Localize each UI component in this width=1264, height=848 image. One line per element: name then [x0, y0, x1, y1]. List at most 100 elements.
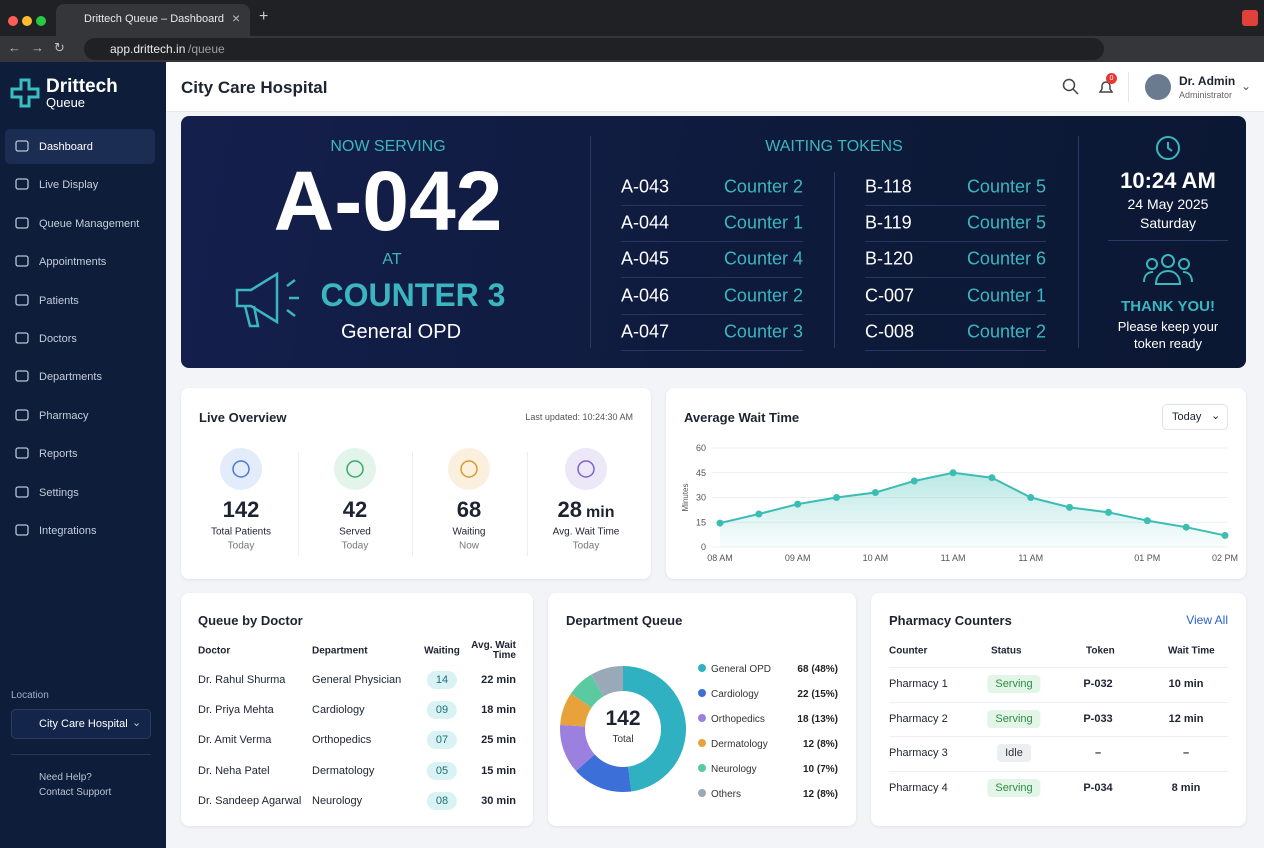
help-sub[interactable]: Contact Support: [39, 787, 112, 798]
waiting-counter: Counter 3: [723, 321, 803, 342]
table-cell: Pharmacy 2: [889, 712, 948, 725]
nav-icon: [15, 140, 29, 152]
waiting-badge: 09: [426, 701, 458, 720]
donut-slice: [570, 674, 604, 708]
nav-item[interactable]: Live Display: [5, 167, 155, 202]
status-pill: Idle: [997, 744, 1031, 763]
nav-icon: [15, 409, 29, 421]
card-title: Average Wait Time: [684, 410, 800, 425]
y-axis-label: Minutes: [681, 483, 690, 511]
win-close[interactable]: [1242, 10, 1258, 26]
table-cell: 25 min: [481, 734, 516, 747]
point: [1104, 508, 1112, 516]
thanks: THANK YOU!: [1121, 298, 1215, 315]
search-glass: [1062, 78, 1076, 92]
search-handle: [1072, 88, 1079, 95]
point: [871, 489, 879, 497]
nav-item[interactable]: Patients: [5, 283, 155, 318]
avatar[interactable]: [1145, 74, 1171, 100]
nav-icon-shape: [15, 217, 29, 229]
x-tick-label: 08 AM: [707, 553, 733, 563]
waiting-token: B-120: [865, 248, 914, 269]
page-title: City Care Hospital: [181, 78, 328, 97]
donut-slice: [591, 666, 623, 697]
people-icon: [1143, 254, 1193, 285]
max-dot[interactable]: [36, 16, 46, 26]
stat-icon-bg: [334, 448, 376, 490]
nav-item[interactable]: Doctors: [5, 321, 155, 356]
table-cell: Neurology: [312, 794, 363, 807]
url-field[interactable]: app.drittech.in /queue: [84, 38, 1104, 60]
waiting-counter: Counter 5: [966, 212, 1046, 233]
clock-divider: [1108, 240, 1228, 241]
waiting-counter: Counter 2: [723, 176, 803, 197]
location-select[interactable]: City Care Hospital ⌄: [11, 709, 151, 739]
legend-dot: [698, 664, 706, 672]
legend-value: 22 (15%): [797, 689, 838, 700]
nav-item[interactable]: Reports: [5, 436, 155, 471]
x-tick-label: 11 AM: [1018, 553, 1043, 563]
donut-total-label: Total: [612, 734, 633, 745]
nav-item[interactable]: Pharmacy: [5, 398, 155, 433]
nav-item[interactable]: Settings: [5, 475, 155, 510]
y-tick-label: 60: [696, 443, 706, 453]
nav-item[interactable]: Dashboard: [5, 129, 155, 164]
legend-dot: [698, 714, 706, 722]
table-cell: 18 min: [481, 704, 516, 717]
table-cell: P-033: [1083, 712, 1113, 725]
nav-label: Dashboard: [39, 141, 93, 153]
view-all-link[interactable]: View All: [1186, 613, 1228, 627]
waiting-counter: Counter 5: [966, 176, 1046, 197]
new-tab[interactable]: +: [259, 8, 269, 25]
y-tick-label: 45: [696, 468, 706, 478]
point: [1182, 523, 1190, 531]
nav-item[interactable]: Departments: [5, 359, 155, 394]
table-cell: –: [1182, 747, 1190, 760]
legend-label: Others: [711, 789, 741, 800]
location-value: City Care Hospital: [39, 718, 128, 730]
stat-icon: [334, 448, 376, 490]
table-cell: 15 min: [481, 764, 516, 777]
nav-icon: [15, 255, 29, 267]
nav-icon: [15, 447, 29, 459]
waiting-divider: [834, 172, 835, 348]
point: [1027, 494, 1035, 501]
stat-label: Waiting: [452, 526, 486, 538]
url-path: /queue: [188, 42, 225, 56]
search-icon[interactable]: [1062, 78, 1080, 96]
nav-item[interactable]: Integrations: [5, 513, 155, 548]
stat-divider: [412, 452, 413, 556]
x-tick-label: 02 PM: [1212, 553, 1238, 563]
waiting-badge: 07: [426, 731, 458, 750]
header-divider: [1128, 72, 1129, 102]
waiting-badge: 05: [426, 761, 458, 780]
close-dot[interactable]: [8, 16, 18, 26]
tab[interactable]: Drittech Queue – Dashboard ×: [56, 4, 250, 36]
nav-icon-shape: [15, 140, 29, 152]
nav-item[interactable]: Appointments: [5, 244, 155, 279]
user-chevron[interactable]: ⌄: [1241, 79, 1252, 93]
table-cell: 8 min: [1171, 782, 1201, 795]
table-cell: Pharmacy 4: [889, 782, 948, 795]
table-cell: Dr. Priya Mehta: [198, 704, 274, 717]
nav-buttons[interactable]: ←→↻: [8, 40, 75, 55]
megaphone-icon: [235, 271, 299, 328]
waiting-counter: Counter 2: [723, 285, 803, 306]
legend-value: 12 (8%): [803, 739, 838, 750]
department-label: General OPD: [340, 321, 462, 343]
hero-divider: [1078, 136, 1079, 348]
status-pill: Serving: [987, 675, 1041, 693]
nav-item[interactable]: Queue Management: [5, 206, 155, 241]
waiting-token: B-118: [865, 176, 912, 197]
table-cell: P-032: [1083, 678, 1113, 690]
point: [1143, 517, 1151, 525]
nav-icon: [15, 370, 29, 383]
filter-dropdown[interactable]: Today ⌄: [1162, 404, 1228, 430]
stat-value: 142: [223, 497, 260, 523]
tab-close[interactable]: ×: [232, 10, 241, 26]
live-overview-card: Live Overview Last updated: 10:24:30 AM …: [181, 388, 651, 579]
min-dot[interactable]: [22, 16, 32, 26]
table-cell: 12 min: [1168, 712, 1204, 725]
stat-number: 42: [342, 497, 368, 522]
